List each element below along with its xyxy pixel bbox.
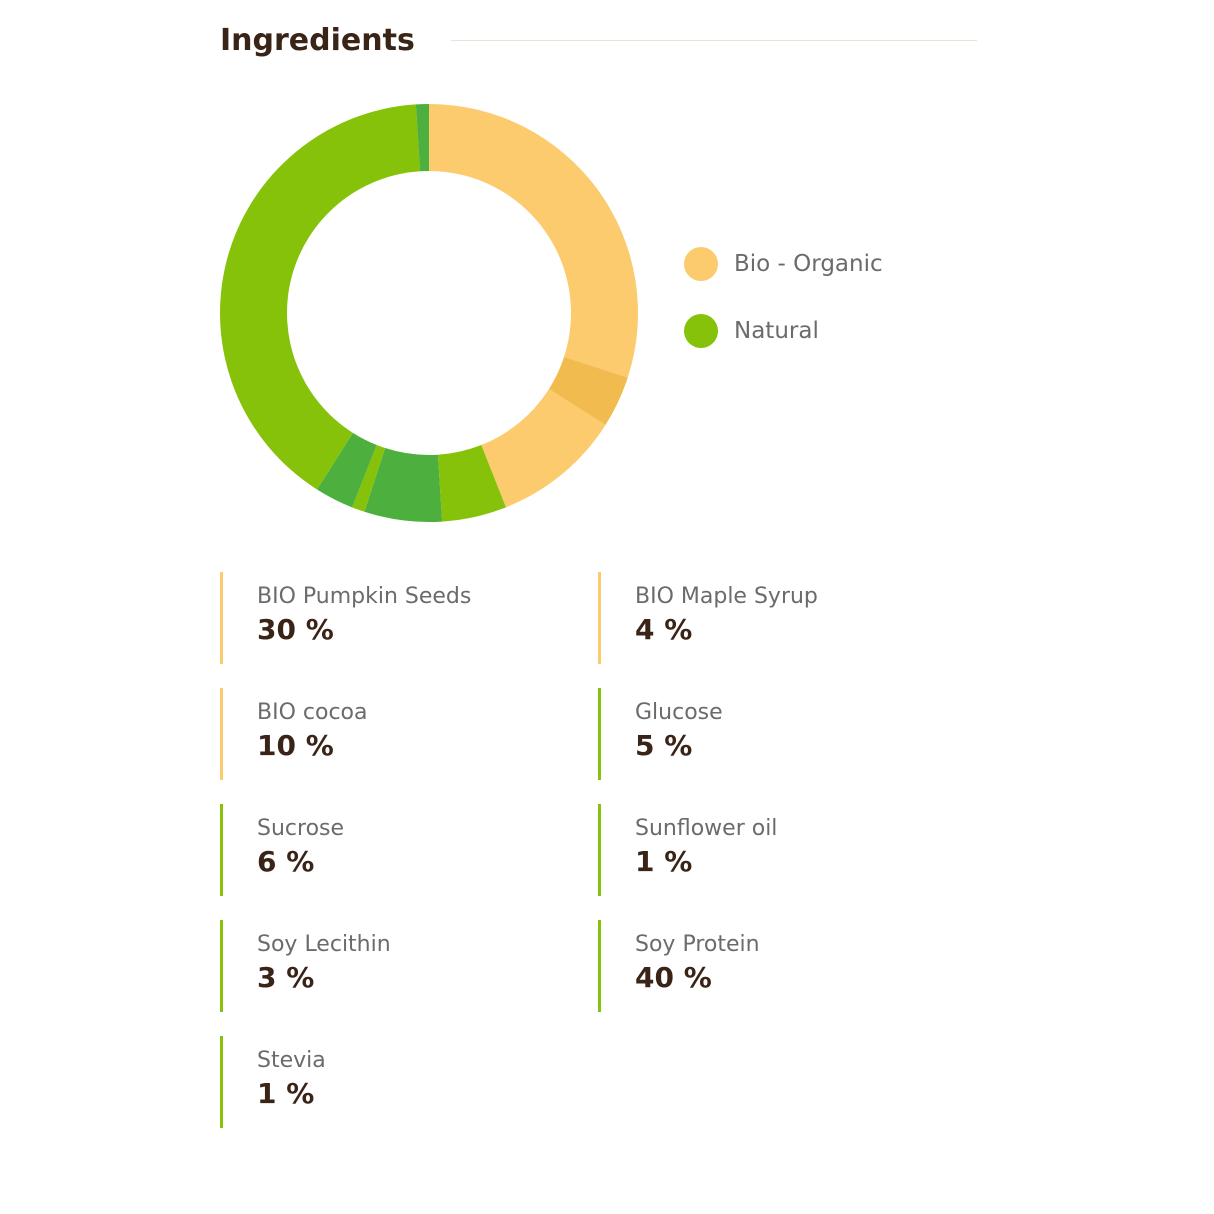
donut-slice-glucose (437, 445, 506, 522)
ingredient-name: Sunflower oil (635, 816, 778, 841)
ingredient-percentage: 3 % (257, 961, 315, 994)
ingredient-percentage: 30 % (257, 613, 334, 646)
donut-slice-bio-cocoa (481, 389, 606, 508)
ingredient-percentage: 1 % (257, 1077, 315, 1110)
ingredient-name: Soy Protein (635, 932, 760, 957)
ingredient-item: Soy Lecithin 3 % (220, 920, 598, 1012)
ingredient-name: BIO Pumpkin Seeds (257, 584, 472, 609)
ingredient-name: BIO cocoa (257, 700, 368, 725)
ingredient-item: BIO cocoa 10 % (220, 688, 598, 780)
section-title: Ingredients (220, 22, 415, 58)
donut-slice-bio-pumpkin-seeds (429, 104, 638, 378)
ingredient-percentage: 10 % (257, 729, 334, 762)
legend-label: Natural (734, 318, 819, 344)
ingredient-item: Soy Protein 40 % (598, 920, 976, 1012)
section-header: Ingredients (220, 18, 977, 62)
ingredient-percentage: 4 % (635, 613, 693, 646)
donut-slice-sunflower-oil (352, 445, 386, 512)
ingredient-percentage: 40 % (635, 961, 712, 994)
legend-label: Bio - Organic (734, 251, 883, 277)
ingredient-item: Sunflower oil 1 % (598, 804, 976, 896)
donut-slice-soy-lecithin (317, 432, 377, 508)
legend-dot-natural (684, 314, 718, 348)
ingredient-name: Soy Lecithin (257, 932, 391, 957)
donut-slice-sucrose (364, 448, 443, 522)
ingredient-item: BIO Pumpkin Seeds 30 % (220, 572, 598, 664)
ingredient-name: BIO Maple Syrup (635, 584, 818, 609)
ingredient-name: Stevia (257, 1048, 326, 1073)
legend-item-bio-organic: Bio - Organic (684, 244, 883, 284)
donut-slice-bio-maple-syrup (548, 356, 628, 425)
ingredient-name: Sucrose (257, 816, 345, 841)
donut-slice-stevia (415, 104, 429, 172)
ingredients-donut-chart (220, 104, 638, 522)
ingredient-item: Glucose 5 % (598, 688, 976, 780)
ingredient-name: Glucose (635, 700, 723, 725)
ingredient-percentage: 5 % (635, 729, 693, 762)
ingredient-percentage: 1 % (635, 845, 693, 878)
legend-item-natural: Natural (684, 311, 883, 351)
ingredient-item: Stevia 1 % (220, 1036, 598, 1128)
header-divider (450, 39, 977, 41)
donut-slice-soy-protein (220, 104, 421, 490)
ingredient-item: Sucrose 6 % (220, 804, 598, 896)
chart-legend: Bio - Organic Natural (684, 244, 883, 378)
ingredient-percentage: 6 % (257, 845, 315, 878)
ingredient-item: BIO Maple Syrup 4 % (598, 572, 976, 664)
ingredient-list: BIO Pumpkin Seeds 30 % BIO Maple Syrup 4… (220, 572, 980, 1128)
legend-dot-bio-organic (684, 247, 718, 281)
